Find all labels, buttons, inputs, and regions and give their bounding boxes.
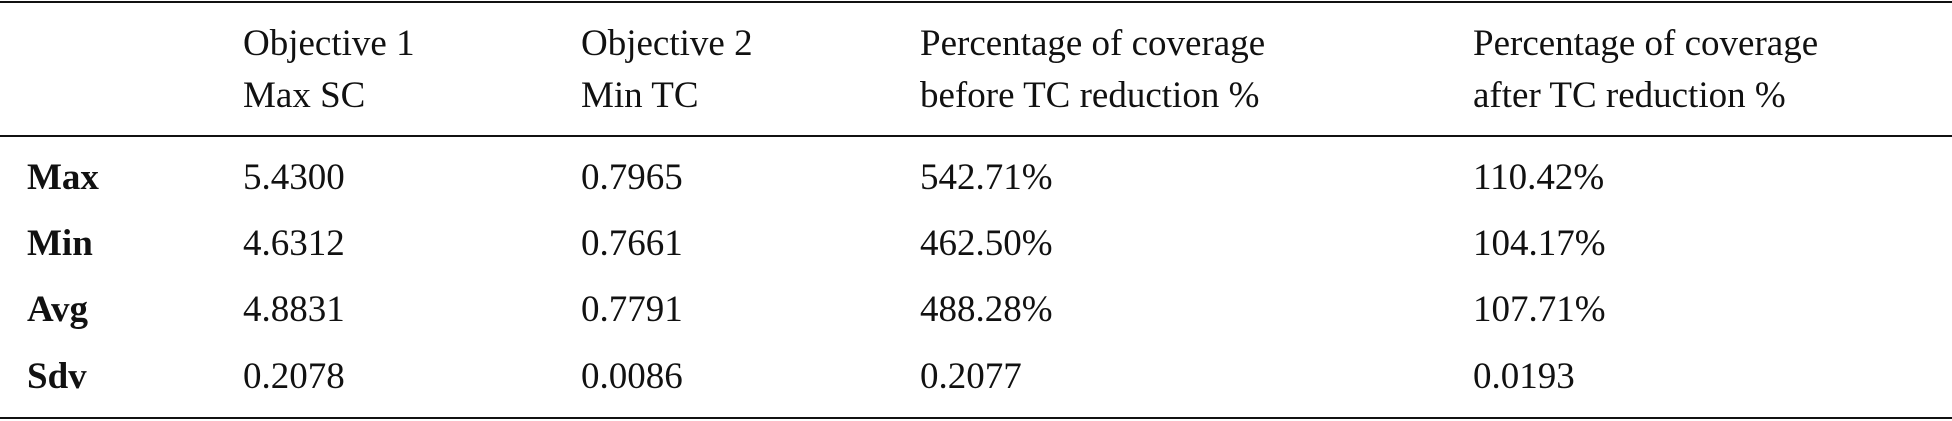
header-cell: Max SC xyxy=(243,75,366,116)
header-cell: Min TC xyxy=(581,75,699,116)
header-cell: after TC reduction % xyxy=(1473,75,1786,116)
table-cell: 5.4300 xyxy=(243,157,345,198)
table-cell: 0.7661 xyxy=(581,223,683,264)
table-cell: 110.42% xyxy=(1473,157,1605,198)
header-cell: Objective 1 xyxy=(243,23,415,64)
table-cell: 462.50% xyxy=(920,223,1053,264)
row-label: Min xyxy=(27,223,93,264)
table-cell: 4.8831 xyxy=(243,289,345,330)
table-cell: 104.17% xyxy=(1473,223,1606,264)
table-cell: 0.0086 xyxy=(581,356,683,397)
bottom-rule xyxy=(0,417,1952,419)
table-cell: 542.71% xyxy=(920,157,1053,198)
table-cell: 107.71% xyxy=(1473,289,1606,330)
header-rule xyxy=(0,135,1952,137)
row-label: Max xyxy=(27,157,99,198)
header-cell: Percentage of coverage xyxy=(1473,23,1819,64)
top-rule xyxy=(0,1,1952,3)
table-cell: 0.7791 xyxy=(581,289,683,330)
header-cell: Percentage of coverage xyxy=(920,23,1266,64)
table-cell: 0.0193 xyxy=(1473,356,1575,397)
table-cell: 0.2078 xyxy=(243,356,345,397)
table-cell: 0.7965 xyxy=(581,157,683,198)
table-cell: 488.28% xyxy=(920,289,1053,330)
header-cell: before TC reduction % xyxy=(920,75,1260,116)
row-label: Avg xyxy=(27,289,88,330)
header-cell: Objective 2 xyxy=(581,23,753,64)
table-cell: 0.2077 xyxy=(920,356,1022,397)
row-label: Sdv xyxy=(27,356,87,397)
table-cell: 4.6312 xyxy=(243,223,345,264)
